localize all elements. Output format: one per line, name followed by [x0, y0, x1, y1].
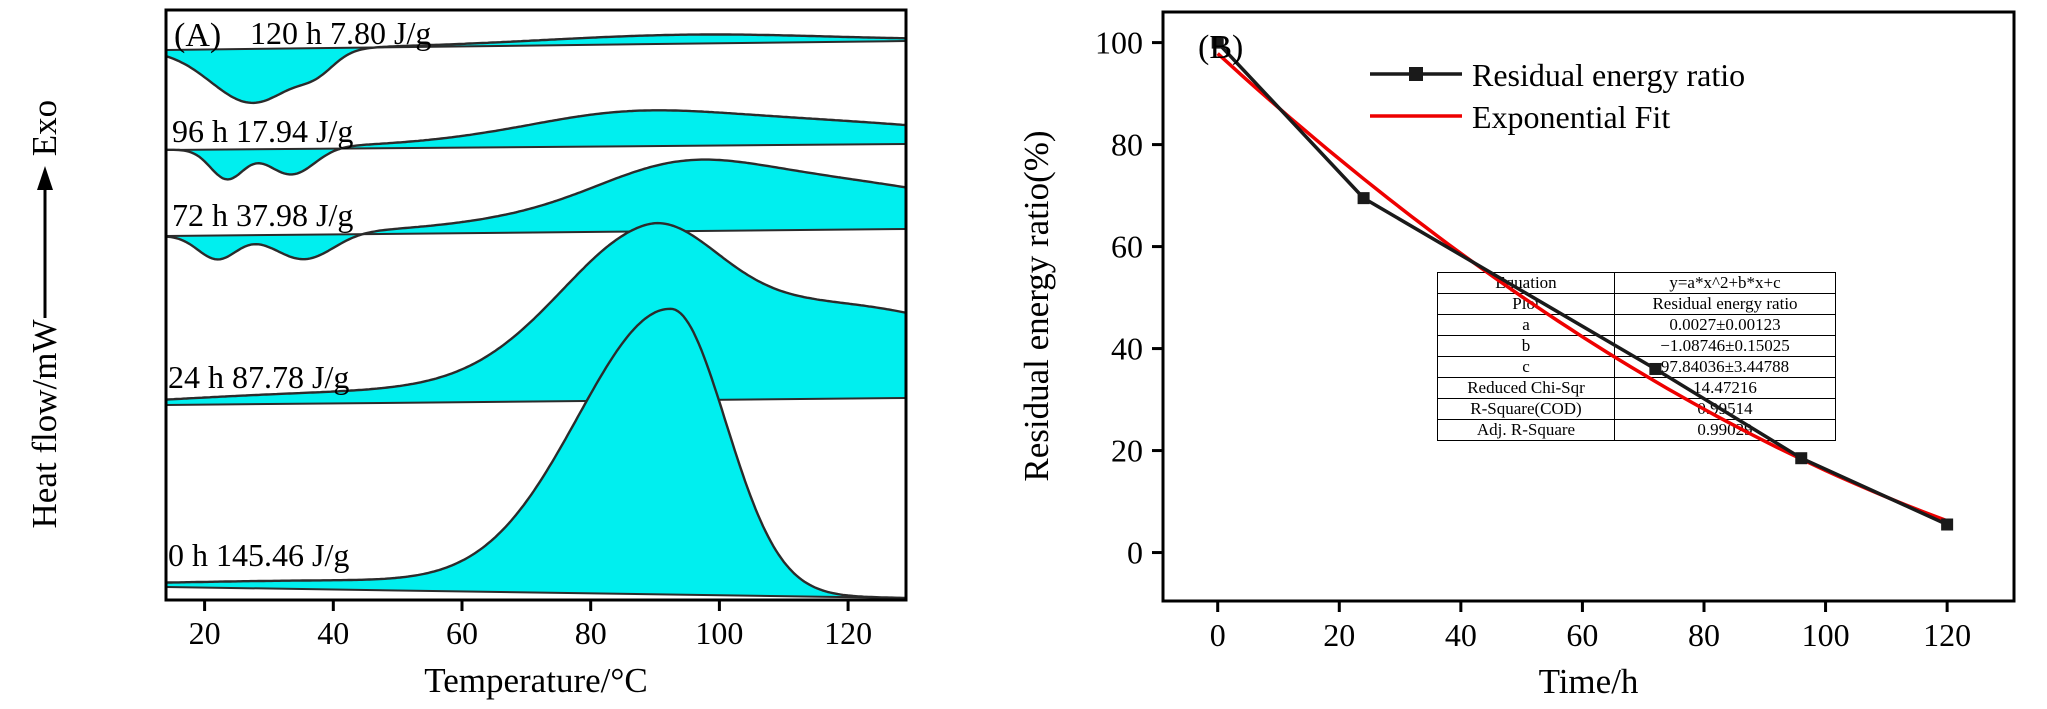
- y-tick-label-b: 100: [1095, 25, 1143, 61]
- exo-arrow-head-icon: [37, 166, 53, 190]
- y-tick-label-b: 20: [1111, 433, 1143, 469]
- table-row: Adj. R-Square 0.99029: [1437, 419, 1836, 441]
- x-tick-label-b: 0: [1210, 617, 1226, 653]
- x-tick-label-b: 100: [1802, 617, 1850, 653]
- dsc-curve-label-120h: 120 h 7.80 J/g: [250, 15, 431, 51]
- dsc-chart-canvas: 120 h 7.80 J/g 96 h 17.94 J/g 72 h 37.98 J…: [25, 8, 908, 700]
- x-tick-label-b: 80: [1688, 617, 1720, 653]
- y-axis-title-b: Residual energy ratio(%): [1017, 130, 1056, 481]
- plot-border-a: [164, 8, 908, 602]
- dsc-curve-label-0h: 0 h 145.46 J/g: [168, 537, 349, 573]
- dsc-baseline-96h: [165, 143, 907, 151]
- panel-b-label: (B): [1198, 29, 1243, 66]
- y-axis-title-group-a: Heat flow/mW Exo: [25, 100, 64, 529]
- panel-b-residual-energy-chart: Equation y=a*x^2+b*x+c Plot Residual energy…: [1000, 0, 2047, 709]
- x-tick-label-a: 120: [824, 615, 872, 651]
- exo-label: Exo: [25, 100, 64, 156]
- x-tick-label-b: 60: [1566, 617, 1598, 653]
- x-tick-label-a: 20: [189, 615, 221, 651]
- x-axis-title-b: Time/h: [1539, 662, 1639, 701]
- dsc-baseline-24h: [165, 397, 907, 406]
- dsc-baseline-72h: [165, 228, 907, 237]
- data-point-marker: [1211, 36, 1224, 49]
- table-cell-value: y=a*x^2+b*x+c: [1614, 272, 1836, 294]
- table-row: c 97.84036±3.44788: [1437, 356, 1836, 378]
- x-tick-label-b: 40: [1445, 617, 1477, 653]
- y-tick-label-b: 60: [1111, 229, 1143, 265]
- y-axis-title-a: Heat flow/mW: [25, 320, 64, 529]
- dsc-curve-fill-0h: [166, 308, 906, 598]
- dsc-curve-fill-24h: [166, 223, 906, 405]
- dsc-curve-24h: [165, 221, 905, 401]
- table-row: b −1.08746±0.15025: [1437, 335, 1836, 357]
- y-tick-label-b: 80: [1111, 127, 1143, 163]
- plot-border-b: [1161, 10, 2016, 603]
- table-cell-value: 0.0027±0.00123: [1614, 314, 1836, 336]
- table-cell-value: −1.08746±0.15025: [1614, 335, 1836, 357]
- data-point-marker: [1649, 362, 1662, 375]
- x-tick-label-a: 60: [446, 615, 478, 651]
- x-tick-label-b: 120: [1923, 617, 1971, 653]
- dsc-curve-label-72h: 72 h 37.98 J/g: [172, 197, 353, 233]
- dsc-curve-label-24h: 24 h 87.78 J/g: [168, 359, 349, 395]
- x-axis-title-a: Temperature/°C: [424, 661, 647, 700]
- x-tick-label-a: 40: [317, 615, 349, 651]
- legend-label-fit: Exponential Fit: [1472, 99, 1670, 135]
- table-row: Plot Residual energy ratio: [1437, 293, 1836, 315]
- table-cell-label: Adj. R-Square: [1437, 419, 1615, 441]
- legend-label-residual: Residual energy ratio: [1472, 57, 1745, 93]
- data-point-marker: [1941, 518, 1954, 531]
- table-cell-label: Reduced Chi-Sqr: [1437, 377, 1615, 399]
- data-point-marker: [1357, 192, 1370, 205]
- x-tick-label-a: 80: [575, 615, 607, 651]
- dsc-curve-fill-96h: [166, 110, 906, 180]
- y-tick-label-b: 40: [1111, 331, 1143, 367]
- dsc-curve-72h: [165, 158, 905, 261]
- x-tick-label-b: 20: [1323, 617, 1355, 653]
- table-row: R-Square(COD) 0.99514: [1437, 398, 1836, 420]
- fit-chart-canvas: 0 20 40 60 80 100 120 0 20 40 60 80 100 Time/h Residua…: [1017, 10, 2016, 701]
- dsc-curve-0h: [165, 307, 905, 600]
- data-point-marker: [1795, 452, 1808, 465]
- dsc-baseline-120h: [165, 40, 907, 51]
- dsc-curve-96h: [166, 109, 905, 181]
- table-row: Equation y=a*x^2+b*x+c: [1437, 272, 1836, 294]
- dsc-curve-fill-120h: [166, 34, 906, 103]
- x-tick-label-a: 100: [695, 615, 743, 651]
- y-tick-label-b: 0: [1127, 535, 1143, 571]
- dsc-baseline-0h: [165, 586, 907, 599]
- y-axis-title-group-b: Residual energy ratio(%): [1017, 130, 1056, 481]
- panel-a-dsc-thermogram: 120 h 7.80 J/g 96 h 17.94 J/g 72 h 37.98 J…: [0, 0, 1000, 709]
- panel-a-label: (A): [174, 17, 221, 54]
- legend-marker-residual-icon: [1409, 67, 1423, 81]
- dsc-curve-label-96h: 96 h 17.94 J/g: [172, 113, 353, 149]
- dsc-curve-120h: [165, 33, 905, 105]
